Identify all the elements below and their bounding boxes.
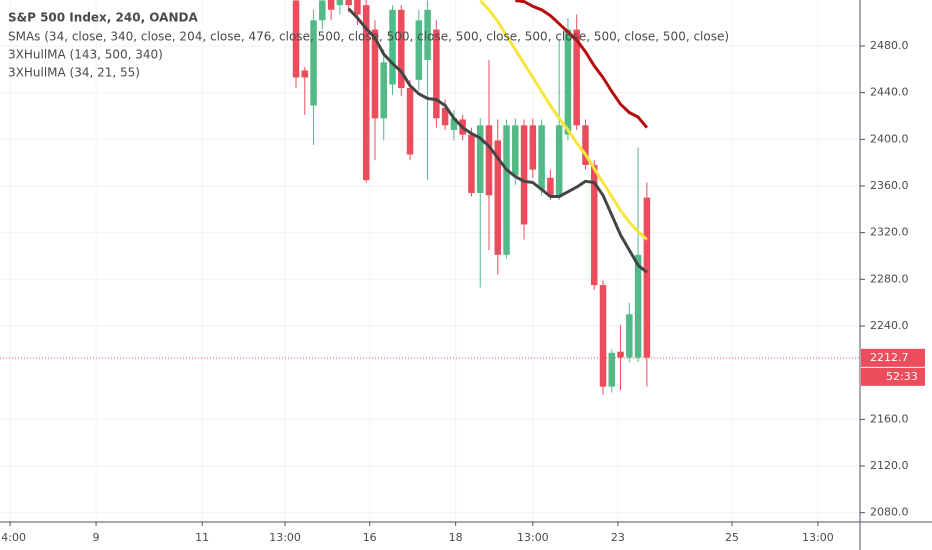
- x-tick-label: 13:00: [802, 531, 834, 544]
- candle-body: [599, 285, 607, 387]
- candle-body: [520, 125, 528, 225]
- candle-body: [485, 125, 493, 196]
- indicator-line: [479, 0, 648, 241]
- countdown-box: [861, 367, 925, 386]
- candle-body: [389, 9, 396, 85]
- candle-body: [573, 29, 580, 126]
- last-price-label: 2212.7: [870, 351, 909, 364]
- y-tick-label: 2480.0: [870, 39, 909, 52]
- y-tick-label: 2280.0: [870, 272, 909, 285]
- candle-body: [617, 351, 624, 358]
- candle-body: [310, 20, 317, 106]
- chart-title: S&P 500 Index, 240, OANDA: [8, 11, 198, 25]
- candle-body: [590, 164, 598, 286]
- candle-body: [564, 29, 572, 135]
- candle-body: [336, 0, 344, 6]
- candle-body: [503, 125, 510, 255]
- candle-body: [406, 87, 414, 155]
- x-tick-label: 11: [195, 531, 209, 544]
- indicator-line: [347, 7, 648, 274]
- candle-body: [529, 125, 537, 170]
- y-tick-label: 2360.0: [870, 179, 909, 192]
- candle-body: [608, 352, 616, 387]
- candle-body: [319, 0, 326, 21]
- plot-area: [0, 0, 860, 395]
- y-tick-label: 2440.0: [870, 86, 909, 99]
- candle-body: [380, 62, 387, 119]
- x-tick-label: 16: [363, 531, 377, 544]
- x-tick-label: 13:00: [517, 531, 549, 544]
- y-tick-label: 2080.0: [870, 506, 909, 519]
- candle-body: [626, 314, 633, 358]
- candle-body: [494, 140, 502, 255]
- candle-body: [424, 9, 431, 60]
- y-tick-label: 2400.0: [870, 132, 909, 145]
- candle-body: [371, 29, 379, 119]
- candle-body: [354, 0, 361, 15]
- legend-entry: SMAs (34, close, 340, close, 204, close,…: [8, 30, 729, 44]
- candle-body: [433, 29, 440, 119]
- candle-body: [634, 254, 642, 358]
- indicator-line: [515, 0, 649, 129]
- y-tick-label: 2160.0: [870, 412, 909, 425]
- candle-body: [292, 0, 300, 78]
- legend-entry: 3XHullMA (143, 500, 340): [8, 48, 163, 62]
- countdown-label: 52:33: [886, 370, 918, 383]
- candle-body: [362, 5, 370, 181]
- y-tick-label: 2240.0: [870, 319, 909, 332]
- candle-body: [441, 107, 449, 126]
- x-tick-label: 9: [93, 531, 100, 544]
- candle-body: [582, 125, 589, 165]
- candle-body: [468, 134, 475, 193]
- candle-body: [415, 20, 423, 80]
- y-tick-label: 2120.0: [870, 459, 909, 472]
- candle-body: [327, 0, 335, 10]
- candle-body: [643, 197, 651, 358]
- candle-body: [301, 70, 309, 78]
- x-tick-label: 13:00: [269, 531, 301, 544]
- candle-body: [538, 125, 545, 190]
- x-tick-label: 23: [611, 531, 625, 544]
- candle-body: [555, 125, 563, 196]
- axes: 2080.0 2120.0 2160.0 2240.0 2280.0 2320.0 2360…: [0, 39, 925, 544]
- candle-body: [345, 0, 352, 6]
- x-tick-label: 18: [449, 531, 463, 544]
- candle-body: [547, 177, 554, 196]
- candle-body: [476, 125, 484, 193]
- legend-entry: 3XHullMA (34, 21, 55): [8, 66, 140, 80]
- grid: [0, 0, 860, 522]
- x-tick-label: 25: [725, 531, 739, 544]
- candle-body: [398, 9, 405, 88]
- candle-body: [512, 125, 519, 176]
- y-tick-label: 2320.0: [870, 226, 909, 239]
- candle-body: [450, 118, 458, 130]
- x-tick-label: 14:00: [0, 531, 26, 544]
- last-price-box: [861, 348, 925, 367]
